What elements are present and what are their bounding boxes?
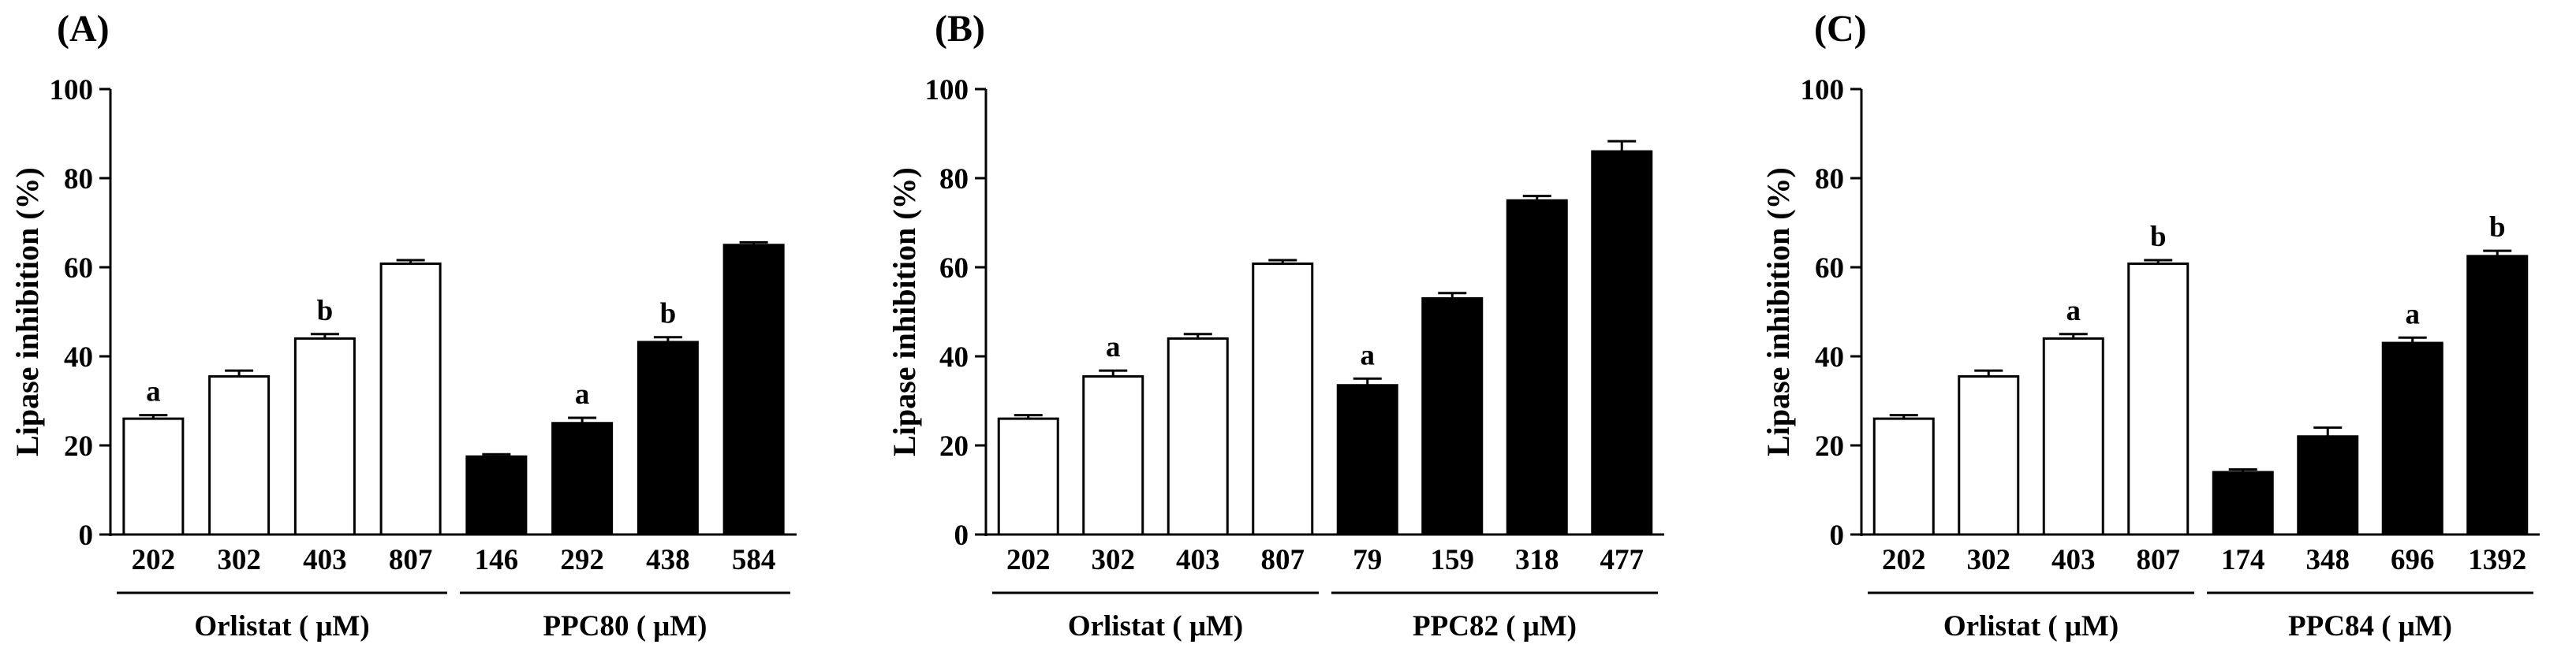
significance-label: b: [2489, 211, 2506, 244]
chart-panel-1: (A) 0 20 40 60 80 100 Lipase inhibition (%) a 202…: [9, 8, 797, 643]
y-axis-title: Lipase inhibition (%): [887, 167, 922, 456]
panel-label: (A): [57, 8, 110, 50]
y-tick-label: 60: [1815, 252, 1844, 285]
bar-696: [2381, 341, 2443, 536]
significance-label: b: [2150, 221, 2167, 253]
y-tick-label: 80: [64, 163, 93, 196]
y-tick-label: 0: [1830, 520, 1845, 552]
bar-807: [379, 262, 442, 536]
y-tick-label: 100: [1801, 74, 1845, 106]
x-tick-label: 174: [2221, 544, 2265, 576]
x-tick-label: 807: [389, 544, 433, 576]
y-tick-label: 40: [1815, 341, 1844, 374]
significance-label: b: [317, 295, 334, 327]
y-tick-label: 20: [939, 430, 969, 463]
x-tick-label: 302: [217, 544, 261, 576]
bar-302: [208, 374, 271, 536]
x-tick-label: 202: [1006, 544, 1051, 576]
significance-label: a: [2066, 295, 2081, 327]
x-tick-label: 807: [2137, 544, 2181, 576]
panel-label: (C): [1814, 8, 1867, 50]
bar-403: [293, 337, 356, 536]
x-tick-label: 477: [1600, 544, 1645, 576]
y-tick-label: 60: [64, 252, 93, 285]
x-tick-label: 302: [1967, 544, 2011, 576]
panel-label: (B): [935, 8, 985, 50]
x-tick-label: 696: [2391, 544, 2435, 576]
y-tick-label: 60: [939, 252, 969, 285]
bar-302: [1958, 374, 2020, 536]
significance-label: a: [1106, 331, 1121, 363]
bar-202: [122, 417, 185, 536]
x-tick-label: 403: [2051, 544, 2096, 576]
chart-panel-2: (B) 0 20 40 60 80 100 Lipase inhibition (%) 202 a…: [887, 8, 1664, 643]
group-label: PPC80 ( μM): [543, 610, 707, 643]
x-tick-label: 302: [1092, 544, 1136, 576]
bar-348: [2297, 435, 2359, 536]
x-tick-label: 159: [1431, 544, 1475, 576]
bar-318: [1506, 199, 1568, 536]
bar-403: [1167, 337, 1229, 536]
x-tick-label: 202: [1882, 544, 1926, 576]
x-tick-label: 318: [1515, 544, 1559, 576]
bar-292: [551, 422, 614, 536]
x-tick-label: 348: [2306, 544, 2350, 576]
bar-403: [2042, 337, 2104, 536]
y-tick-label: 40: [64, 341, 93, 374]
x-tick-label: 807: [1261, 544, 1305, 576]
y-tick-label: 0: [79, 520, 94, 552]
y-axis-title: Lipase inhibition (%): [9, 167, 45, 456]
x-tick-label: 1392: [2468, 544, 2526, 576]
bar-1392: [2466, 255, 2529, 536]
bar-146: [465, 455, 528, 536]
x-tick-label: 403: [303, 544, 347, 576]
significance-label: a: [2406, 298, 2421, 330]
y-axis-title: Lipase inhibition (%): [1760, 167, 1796, 456]
significance-label: a: [146, 376, 161, 408]
y-tick-label: 20: [64, 430, 93, 463]
bar-438: [637, 341, 699, 536]
y-tick-label: 80: [939, 163, 969, 196]
y-tick-label: 100: [925, 74, 969, 106]
y-tick-label: 40: [939, 341, 969, 374]
bar-807: [1252, 262, 1314, 536]
chart-panel-3: (C) 0 20 40 60 80 100 Lipase inhibition (%) 202 3…: [1760, 8, 2540, 643]
bar-477: [1591, 150, 1653, 536]
bar-202: [997, 417, 1059, 536]
group-label: Orlistat ( μM): [1943, 610, 2119, 643]
x-tick-label: 146: [475, 544, 519, 576]
y-tick-label: 0: [954, 520, 969, 552]
x-tick-label: 438: [646, 544, 690, 576]
x-tick-label: 292: [560, 544, 604, 576]
significance-label: a: [575, 378, 590, 411]
x-tick-label: 79: [1353, 544, 1382, 576]
y-tick-label: 20: [1815, 430, 1844, 463]
bar-807: [2127, 262, 2190, 536]
group-label: Orlistat ( μM): [194, 610, 369, 643]
bar-174: [2212, 471, 2274, 536]
bar-584: [722, 244, 785, 536]
group-label: PPC82 ( μM): [1413, 610, 1577, 643]
group-label: Orlistat ( μM): [1068, 610, 1243, 643]
y-tick-label: 100: [50, 74, 94, 106]
group-label: PPC84 ( μM): [2288, 610, 2452, 643]
bar-202: [1872, 417, 1935, 536]
bar-159: [1421, 297, 1484, 536]
x-tick-label: 403: [1176, 544, 1220, 576]
significance-label: a: [1361, 339, 1376, 371]
significance-label: b: [660, 298, 677, 330]
x-tick-label: 202: [132, 544, 176, 576]
y-tick-label: 80: [1815, 163, 1844, 196]
x-tick-label: 584: [732, 544, 776, 576]
bar-79: [1336, 384, 1398, 536]
bar-302: [1082, 374, 1144, 536]
